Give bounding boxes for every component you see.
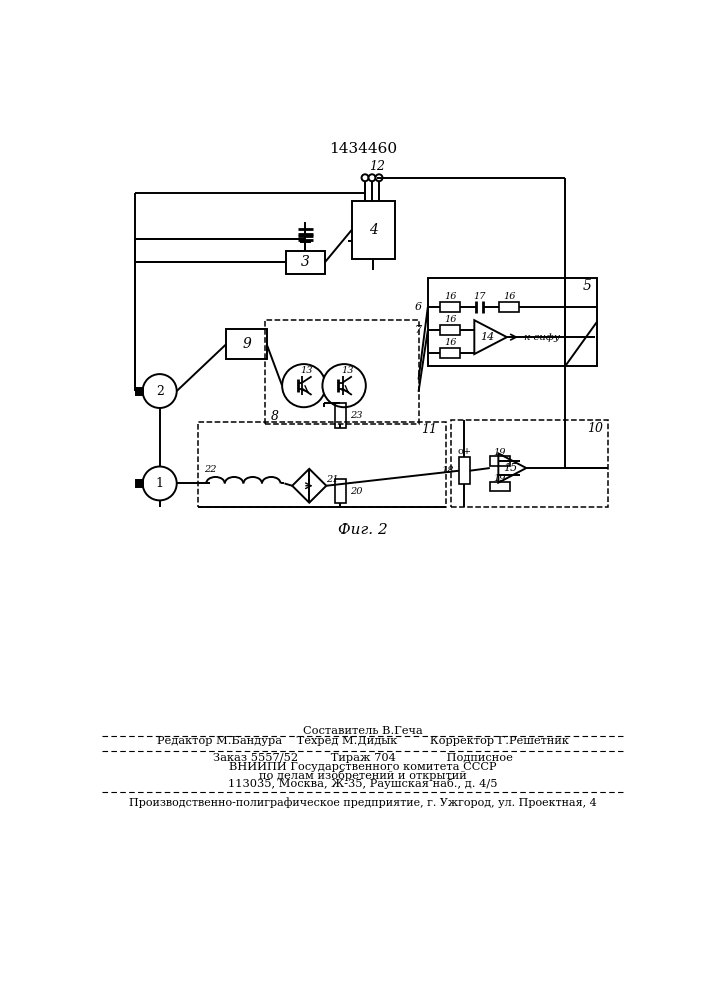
Text: 10: 10 — [588, 422, 603, 434]
Circle shape — [361, 174, 368, 181]
Text: 21: 21 — [326, 475, 339, 484]
Text: 5: 5 — [583, 279, 592, 293]
Bar — [352, 201, 395, 259]
Bar — [490, 456, 510, 466]
Circle shape — [143, 374, 177, 408]
Bar — [451, 420, 607, 507]
Text: 13: 13 — [300, 366, 313, 375]
Text: 11: 11 — [421, 423, 438, 436]
Bar — [136, 388, 143, 395]
Text: 23: 23 — [351, 411, 363, 420]
Bar — [199, 422, 446, 507]
Text: 16: 16 — [444, 315, 457, 324]
Bar — [490, 482, 510, 491]
Bar — [286, 251, 325, 274]
Bar — [136, 480, 143, 487]
Text: Заказ 5557/52         Тираж 704              Подписное: Заказ 5557/52 Тираж 704 Подписное — [213, 753, 513, 763]
Bar — [499, 302, 519, 312]
Text: к сифу: к сифу — [524, 333, 560, 342]
Text: 19: 19 — [493, 448, 506, 457]
Bar — [335, 479, 346, 503]
Bar — [440, 302, 460, 312]
Text: 14: 14 — [480, 332, 495, 342]
Text: 1: 1 — [156, 477, 164, 490]
Bar — [265, 320, 419, 424]
Polygon shape — [498, 453, 526, 483]
Text: Составитель В.Геча: Составитель В.Геча — [303, 726, 423, 736]
Text: 20: 20 — [351, 487, 363, 496]
Bar — [459, 457, 469, 484]
Text: 13: 13 — [341, 366, 354, 375]
Circle shape — [282, 364, 325, 407]
Text: 2: 2 — [156, 385, 163, 398]
Text: 113035, Москва, Ж-35, Раушская наб., д. 4/5: 113035, Москва, Ж-35, Раушская наб., д. … — [228, 778, 498, 789]
Text: 6: 6 — [414, 302, 421, 312]
Text: 15: 15 — [503, 463, 518, 473]
Polygon shape — [292, 469, 327, 503]
Circle shape — [368, 174, 375, 181]
Text: Редактор М.Бандура    Техред М.Дидык         Корректор Г.Решетник: Редактор М.Бандура Техред М.Дидык Коррек… — [157, 736, 568, 746]
Bar — [226, 329, 267, 359]
Circle shape — [322, 364, 366, 407]
Bar — [428, 278, 597, 366]
Text: 7: 7 — [414, 325, 421, 335]
Text: о+: о+ — [457, 447, 472, 456]
Text: ВНИИПИ Государственного комитета СССР: ВНИИПИ Государственного комитета СССР — [229, 762, 496, 772]
Text: 17: 17 — [474, 292, 486, 301]
Text: по делам изобретений и открытий: по делам изобретений и открытий — [259, 770, 467, 781]
Text: 16: 16 — [444, 338, 457, 347]
Circle shape — [375, 174, 382, 181]
Text: 12: 12 — [370, 160, 385, 173]
Text: 8: 8 — [270, 410, 279, 423]
Text: 16: 16 — [444, 292, 457, 301]
Bar — [335, 403, 346, 428]
Text: 22: 22 — [204, 465, 216, 474]
Text: 18: 18 — [442, 466, 454, 475]
Circle shape — [143, 466, 177, 500]
Text: Производственно-полиграфическое предприятие, г. Ужгород, ул. Проектная, 4: Производственно-полиграфическое предприя… — [129, 798, 597, 808]
Text: 1434460: 1434460 — [329, 142, 397, 156]
Text: 19: 19 — [493, 474, 506, 483]
Polygon shape — [474, 320, 507, 354]
Text: 16: 16 — [503, 292, 515, 301]
Bar — [440, 325, 460, 335]
Text: 3: 3 — [301, 255, 310, 269]
Text: 9: 9 — [242, 337, 251, 351]
Text: Фиг. 2: Фиг. 2 — [338, 523, 387, 537]
Text: 4: 4 — [369, 223, 378, 237]
Bar — [440, 348, 460, 358]
